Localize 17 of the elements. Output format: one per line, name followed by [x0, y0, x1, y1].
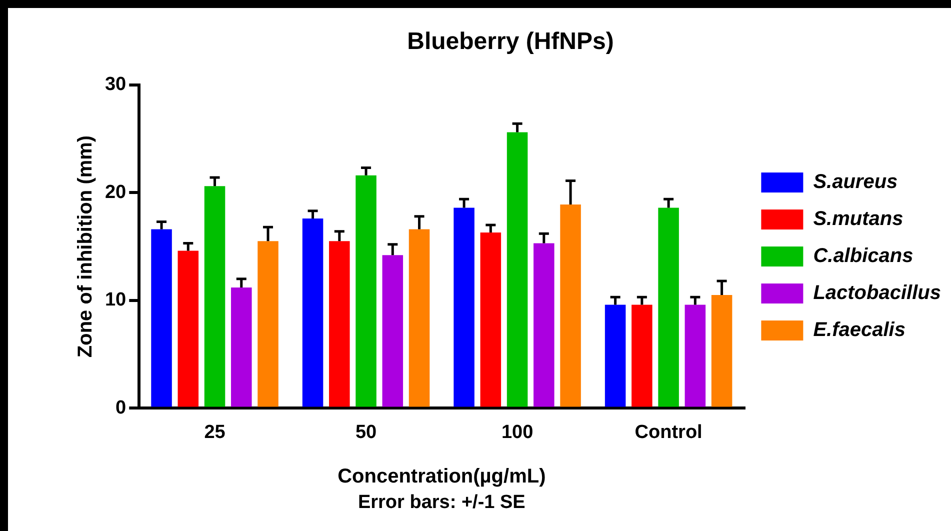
chart-title: Blueberry (HfNPs)	[407, 28, 614, 56]
x-tick-label: Control	[634, 422, 702, 443]
x-axis-title: Concentration(µg/mL)	[338, 466, 546, 488]
y-tick-label: 0	[116, 397, 126, 418]
y-tick-label: 20	[104, 182, 126, 203]
text: Error bars: +/-1 SE	[358, 492, 526, 513]
y-tick-label: 10	[104, 290, 126, 311]
y-tick-label: 30	[104, 74, 126, 96]
x-tick-label: 50	[355, 422, 377, 443]
legend-label: S.aureus	[813, 171, 898, 194]
legend-label: C.albicans	[813, 245, 914, 268]
x-tick-label: 25	[204, 422, 226, 443]
x-tick-label: 100	[501, 422, 534, 443]
y-axis-title: Zone of inhibition (mm)	[74, 135, 97, 358]
legend-label: Lactobacillus	[813, 282, 941, 304]
legend-label: S.mutans	[813, 208, 904, 230]
legend-label: E.faecalis	[813, 319, 906, 342]
